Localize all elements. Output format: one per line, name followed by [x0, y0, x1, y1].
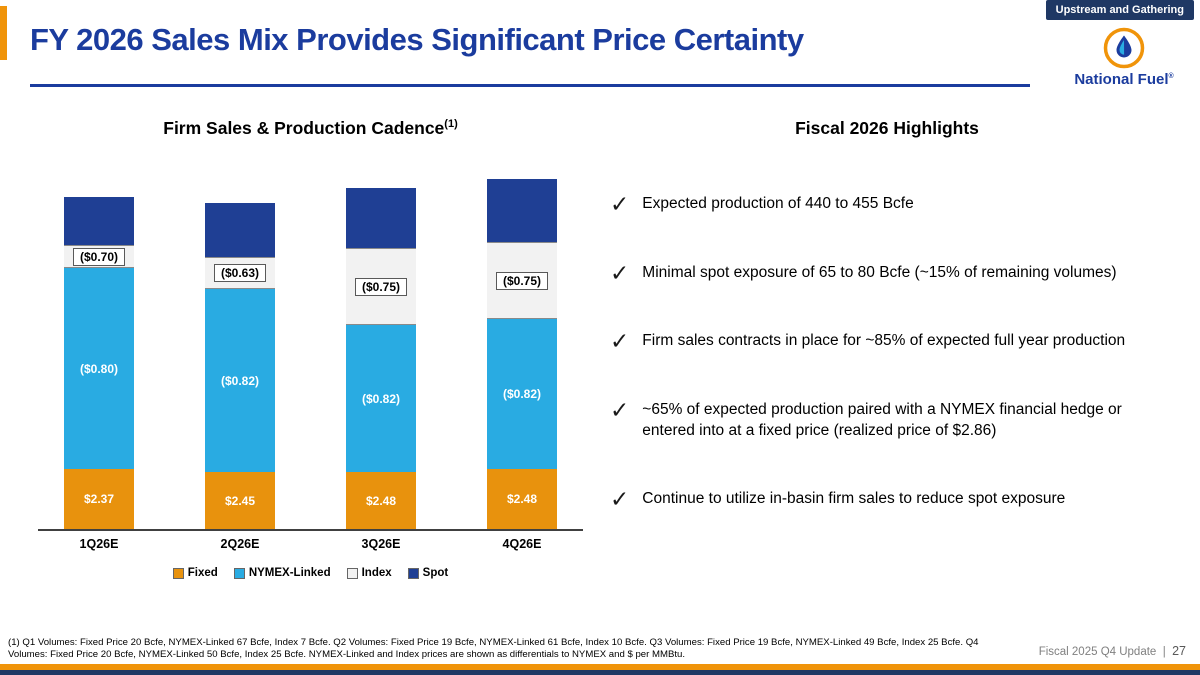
legend-label: Index — [361, 567, 392, 579]
bar-4q26e: ($0.75) ($0.82) $2.48 — [487, 179, 557, 529]
highlight-text: Firm sales contracts in place for ~85% o… — [642, 332, 1126, 350]
legend-label: Spot — [422, 567, 449, 579]
check-icon: ✓ — [610, 259, 630, 286]
segment-fixed: $2.37 — [64, 469, 134, 529]
check-icon: ✓ — [610, 485, 630, 512]
highlights-section: Fiscal 2026 Highlights ✓ Expected product… — [598, 118, 1176, 558]
x-axis-labels: 1Q26E 2Q26E 3Q26E 4Q26E — [38, 537, 583, 551]
highlight-text: Continue to utilize in-basin firm sales … — [642, 489, 1066, 507]
segment-value-label: ($0.82) — [361, 391, 401, 406]
company-name: National Fuel® — [1074, 71, 1174, 88]
highlights-list: ✓ Expected production of 440 to 455 Bcfe ✓… — [598, 191, 1176, 512]
stacked-bar-chart: ($0.70) ($0.80) $2.37 ($0.63) ($0.82) $2.45 ($… — [38, 169, 583, 531]
segment-value-label: ($0.82) — [502, 387, 542, 401]
highlight-item: ✓ Continue to utilize in-basin firm sales… — [610, 485, 1176, 512]
x-axis-label: 2Q26E — [220, 537, 260, 551]
highlight-text: Expected production of 440 to 455 Bcfe — [642, 195, 914, 212]
check-icon: ✓ — [610, 397, 630, 424]
legend-label: NYMEX-Linked — [248, 567, 331, 579]
chart-section: Firm Sales & Production Cadence(1) ($0.7… — [38, 118, 583, 579]
segment-value-label: ($0.80) — [79, 361, 119, 376]
segment-spot — [487, 179, 557, 242]
segment-value-label: $2.48 — [365, 493, 397, 508]
segment-value-label: ($0.75) — [354, 277, 408, 296]
x-axis-label: 1Q26E — [79, 537, 119, 551]
highlight-item: ✓ Minimal spot exposure of 65 to 80 Bcfe … — [610, 259, 1176, 286]
legend-item-fixed: Fixed — [172, 567, 218, 579]
division-badge: Upstream and Gathering — [1045, 0, 1194, 20]
logo-drop-icon — [1103, 27, 1145, 69]
chart-legend: Fixed NYMEX-Linked Index Spot — [38, 567, 583, 579]
chart-title: Firm Sales & Production Cadence(1) — [163, 118, 458, 138]
segment-value-label: $2.48 — [506, 492, 538, 506]
segment-value-label: ($0.63) — [213, 264, 267, 282]
legend-item-index: Index — [346, 567, 392, 579]
segment-value-label: $2.37 — [83, 492, 115, 506]
highlight-item: ✓ ~65% of expected production paired with… — [610, 397, 1176, 441]
legend-item-nymex-linked: NYMEX-Linked — [233, 567, 331, 579]
segment-nymex-linked: ($0.82) — [205, 289, 275, 472]
segment-fixed: $2.48 — [487, 469, 557, 529]
segment-spot — [205, 203, 275, 257]
segment-index: ($0.70) — [64, 245, 134, 268]
registered-mark: ® — [1168, 73, 1174, 80]
legend-swatch — [346, 567, 358, 579]
highlight-item: ✓ Firm sales contracts in place for ~85% … — [610, 328, 1176, 355]
footer-separator: | — [1162, 646, 1166, 658]
segment-index: ($0.75) — [346, 248, 416, 325]
segment-value-label: $2.45 — [224, 493, 256, 508]
segment-nymex-linked: ($0.80) — [64, 268, 134, 469]
segment-index: ($0.75) — [487, 242, 557, 319]
page-title: FY 2026 Sales Mix Provides Significant P… — [30, 22, 804, 57]
bar-1q26e: ($0.70) ($0.80) $2.37 — [64, 197, 134, 529]
highlight-text: Minimal spot exposure of 65 to 80 Bcfe (… — [642, 263, 1117, 281]
highlight-item: ✓ Expected production of 440 to 455 Bcfe — [610, 191, 1176, 217]
segment-fixed: $2.48 — [346, 472, 416, 529]
highlights-title: Fiscal 2026 Highlights — [795, 118, 979, 138]
legend-swatch — [407, 567, 419, 579]
legend-item-spot: Spot — [407, 567, 449, 579]
segment-spot — [64, 197, 134, 245]
left-accent-bar — [0, 6, 7, 60]
chart-title-footnote-ref: (1) — [444, 118, 458, 131]
legend-swatch — [172, 567, 184, 579]
segment-fixed: $2.45 — [205, 472, 275, 529]
bottom-orange-stripe — [0, 664, 1200, 670]
segment-value-label: ($0.82) — [220, 373, 260, 388]
bar-2q26e: ($0.63) ($0.82) $2.45 — [205, 203, 275, 529]
x-axis-label: 4Q26E — [502, 537, 542, 551]
deck-label: Fiscal 2025 Q4 Update — [1038, 646, 1157, 658]
legend-label: Fixed — [187, 567, 218, 579]
segment-nymex-linked: ($0.82) — [487, 319, 557, 469]
x-axis-label: 3Q26E — [361, 537, 401, 551]
segment-index: ($0.63) — [205, 257, 275, 289]
segment-spot — [346, 188, 416, 248]
bar-3q26e: ($0.75) ($0.82) $2.48 — [346, 188, 416, 529]
bottom-navy-stripe — [0, 670, 1200, 675]
check-icon: ✓ — [610, 191, 630, 217]
footnote: (1) Q1 Volumes: Fixed Price 20 Bcfe, NYM… — [8, 636, 979, 661]
title-underline — [30, 84, 1030, 87]
highlight-text: ~65% of expected production paired with … — [642, 401, 1122, 439]
segment-value-label: ($0.70) — [72, 247, 126, 266]
segment-nymex-linked: ($0.82) — [346, 325, 416, 472]
company-logo: National Fuel® — [1064, 27, 1184, 88]
page-number: 27 — [1172, 644, 1186, 658]
legend-swatch — [233, 567, 245, 579]
division-badge-label: Upstream and Gathering — [1055, 4, 1184, 16]
segment-value-label: ($0.75) — [495, 271, 549, 290]
check-icon: ✓ — [610, 328, 630, 355]
footer-caption: Fiscal 2025 Q4 Update | 27 — [1039, 644, 1186, 658]
